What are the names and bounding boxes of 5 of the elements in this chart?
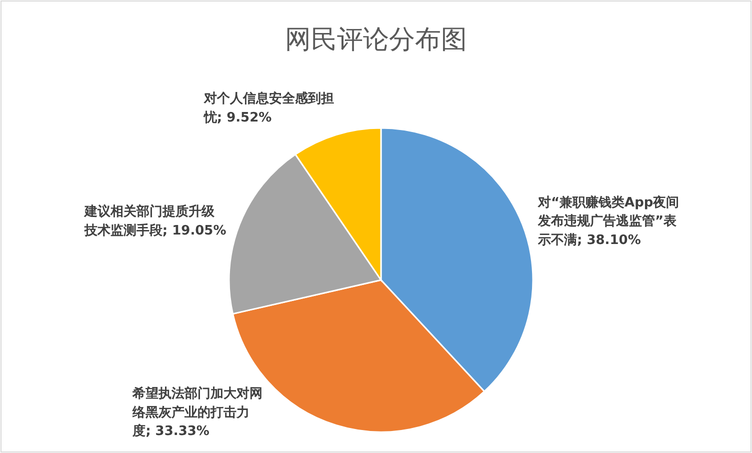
slice-label: 希望执法部门加大对网络黑灰产业的打击力度; 33.33% <box>132 385 263 440</box>
chart-title: 网民评论分布图 <box>285 25 467 55</box>
slice-label: 对个人信息安全感到担忧; 9.52% <box>202 90 334 126</box>
slice-label: 对“兼职赚钱类App夜间发布违规广告逃监管”表示不满; 38.10% <box>536 194 680 248</box>
slice-label: 建议相关部门提质升级技术监测手段; 19.05% <box>83 204 226 239</box>
